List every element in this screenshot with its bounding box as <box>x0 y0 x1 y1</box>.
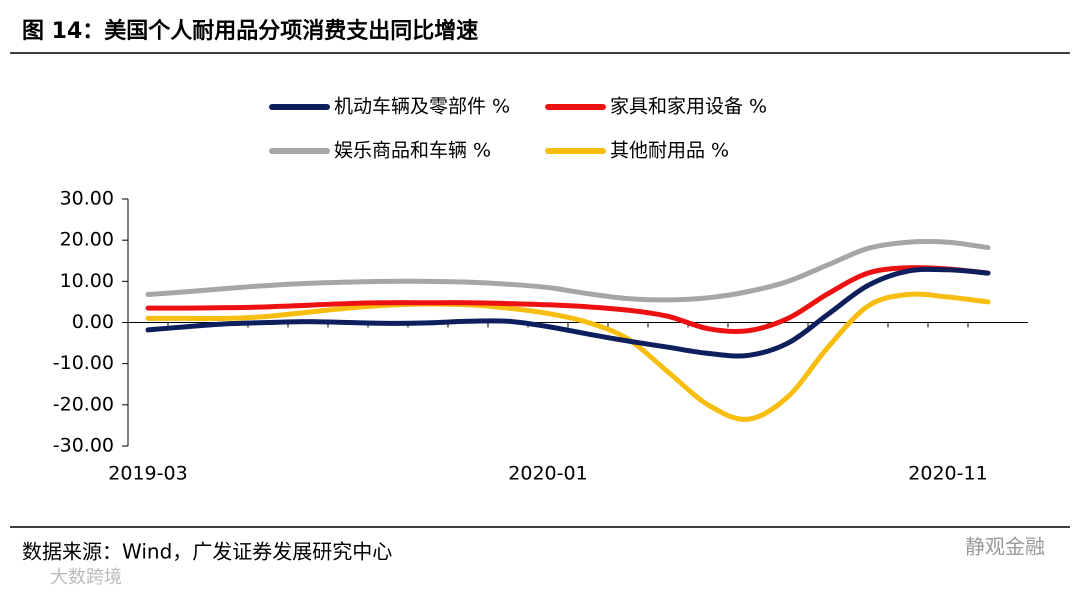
source: 数据来源：Wind，广发证券发展研究中心 <box>22 540 392 564</box>
y-tick-label: 30.00 <box>60 188 114 210</box>
y-tick-label: 10.00 <box>60 270 114 292</box>
line-series <box>145 265 991 334</box>
legend-label: 娱乐商品和车辆 % <box>334 140 491 162</box>
x-tick-label: 2020-01 <box>508 463 587 485</box>
legend-label: 其他耐用品 % <box>610 140 729 162</box>
plot: 30.00 20.00 10.00 0.00 -10.00 -20.00 -30.00 201… <box>53 96 1028 485</box>
x-tick-label: 2019-03 <box>108 463 187 485</box>
x-tick-label: 2020-11 <box>908 463 987 485</box>
line-series <box>145 291 991 422</box>
y-tick-label: 20.00 <box>60 229 114 251</box>
y-tick-label: -30.00 <box>53 435 114 457</box>
legend-label: 家具和家用设备 % <box>610 96 767 118</box>
y-tick-label: -10.00 <box>53 352 114 374</box>
y-tick-label: -20.00 <box>53 393 114 415</box>
chart-title: 图 14：美国个人耐用品分项消费支出同比增速 <box>22 18 478 44</box>
legend-label: 机动车辆及零部件 % <box>334 96 510 118</box>
line-series <box>145 266 991 359</box>
line-series <box>145 239 991 303</box>
y-tick-label: 0.00 <box>72 311 114 333</box>
watermark: 静观金融 <box>965 535 1045 559</box>
watermark: 大数跨境 <box>50 567 122 588</box>
